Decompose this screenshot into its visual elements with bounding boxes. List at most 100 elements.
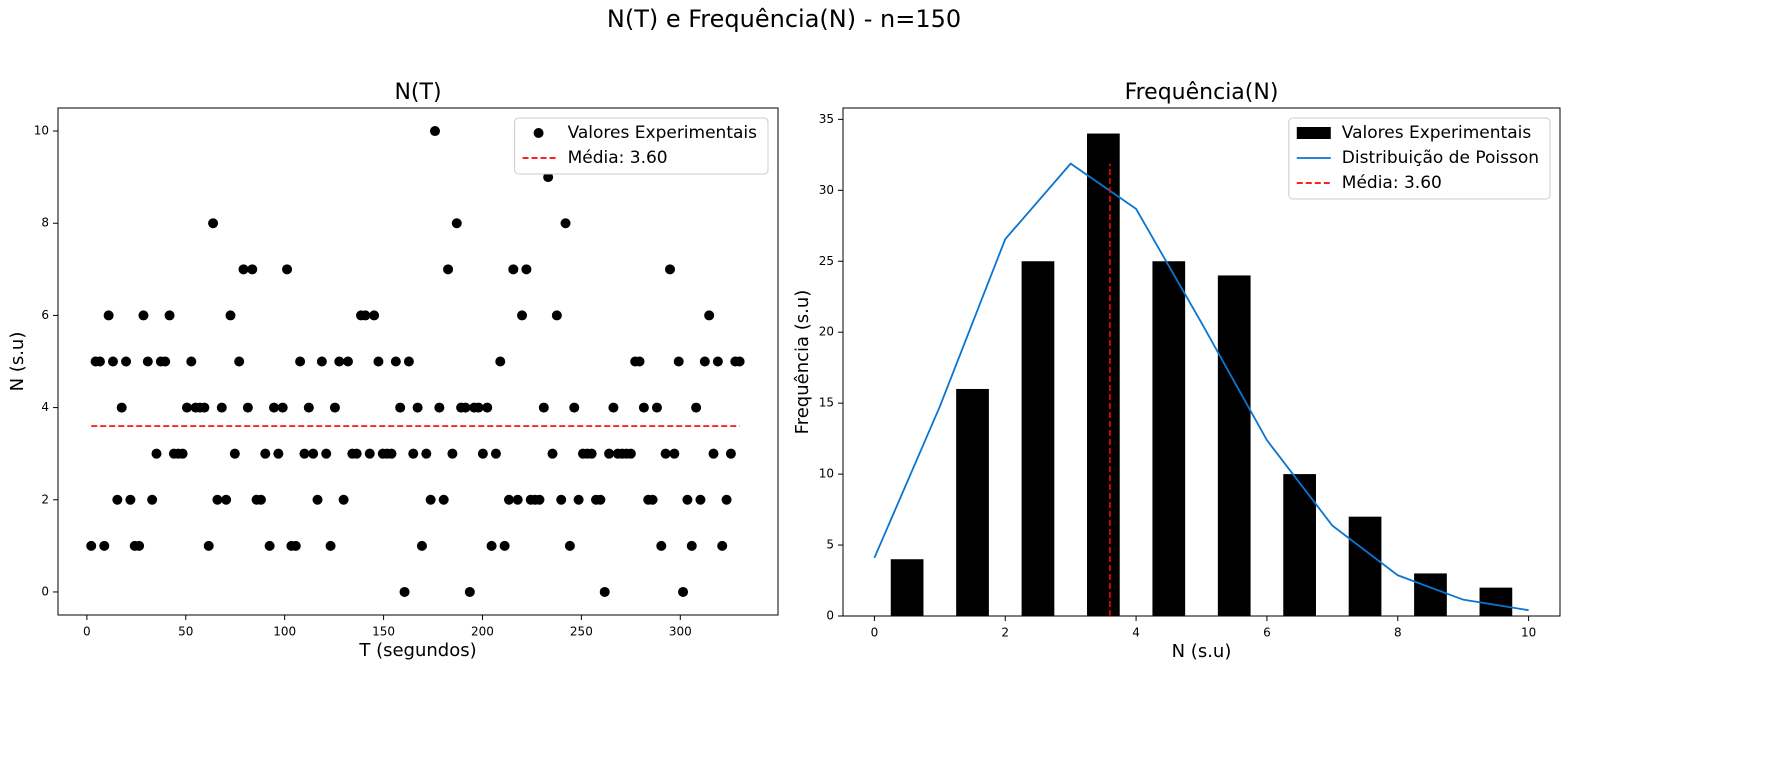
data-point [443, 264, 454, 275]
data-point [277, 402, 288, 413]
data-point [342, 356, 353, 367]
data-point [299, 448, 310, 459]
y-tick-label: 0 [41, 584, 49, 598]
data-point [325, 540, 336, 551]
data-point [107, 356, 118, 367]
x-tick-label: 0 [83, 625, 91, 639]
data-point [247, 264, 258, 275]
data-point [225, 310, 236, 321]
data-point [634, 356, 645, 367]
bar [1414, 573, 1447, 616]
x-tick-label: 0 [871, 626, 879, 640]
y-tick-label: 4 [41, 400, 49, 414]
x-tick-label: 150 [372, 625, 395, 639]
data-point [482, 402, 493, 413]
data-point [295, 356, 306, 367]
data-point [717, 540, 728, 551]
data-point [721, 494, 732, 505]
data-point [395, 402, 406, 413]
data-point [412, 402, 423, 413]
data-point [399, 586, 410, 597]
data-point [499, 540, 510, 551]
y-tick-label: 5 [826, 538, 834, 552]
data-point [160, 356, 171, 367]
x-tick-label: 10 [1521, 626, 1536, 640]
data-point [490, 448, 501, 459]
legend-box [1288, 117, 1551, 200]
data-point [329, 402, 340, 413]
data-point [103, 310, 114, 321]
x-tick-label: 8 [1394, 626, 1402, 640]
data-point [708, 448, 719, 459]
legend: Valores Experimentais Média: 3.60 [514, 117, 769, 175]
figure-title: N(T) e Frequência(N) - n=150 [607, 5, 961, 33]
x-tick-label: 100 [273, 625, 296, 639]
x-tick-label: 50 [178, 625, 193, 639]
legend-label: Valores Experimentais [568, 123, 758, 143]
x-tick-label: 4 [1132, 626, 1140, 640]
data-point [186, 356, 197, 367]
data-point [547, 448, 558, 459]
data-point [234, 356, 245, 367]
data-point [508, 264, 519, 275]
data-point [94, 356, 105, 367]
data-point [569, 402, 580, 413]
data-point [290, 540, 301, 551]
data-point [121, 356, 132, 367]
data-point [625, 448, 636, 459]
legend-label: Média: 3.60 [1342, 173, 1442, 193]
x-tick-label: 2 [1001, 626, 1009, 640]
data-point [338, 494, 349, 505]
chart-title: N(T) [394, 80, 441, 105]
data-point [734, 356, 745, 367]
data-point [208, 218, 219, 229]
data-point [573, 494, 584, 505]
data-point [725, 448, 736, 459]
data-point [112, 494, 123, 505]
data-point [316, 356, 327, 367]
data-point [712, 356, 723, 367]
poisson-line [873, 162, 1529, 612]
data-point [86, 540, 97, 551]
y-tick-label: 2 [41, 492, 49, 506]
data-point [99, 540, 110, 551]
data-point [177, 448, 188, 459]
data-point [564, 540, 575, 551]
x-axis-label: N (s.u) [1172, 641, 1232, 662]
data-point [134, 540, 145, 551]
data-point [403, 356, 414, 367]
data-point [521, 264, 532, 275]
y-tick-label: 35 [819, 112, 834, 126]
y-tick-label: 0 [826, 609, 834, 623]
legend-label: Distribuição de Poisson [1342, 148, 1539, 168]
data-point [665, 264, 675, 275]
bar [1152, 261, 1186, 616]
data-point [221, 494, 232, 505]
bar [1283, 474, 1316, 616]
y-axis-label: N (s.u) [7, 332, 28, 392]
x-tick-label: 6 [1263, 626, 1271, 640]
legend-marker [533, 128, 544, 138]
data-point [421, 448, 432, 459]
data-point [651, 402, 662, 413]
y-tick-label: 10 [819, 467, 834, 481]
data-point [682, 494, 693, 505]
data-point [699, 356, 710, 367]
data-point [242, 402, 253, 413]
data-point [321, 448, 332, 459]
data-point [282, 264, 293, 275]
y-tick-label: 30 [819, 183, 834, 197]
data-point [425, 494, 436, 505]
data-point [451, 218, 462, 229]
bar [890, 559, 924, 616]
plot-area [58, 108, 778, 615]
data-point [238, 264, 249, 275]
data-point [364, 448, 375, 459]
y-tick-label: 15 [819, 396, 834, 410]
legend-label: Média: 3.60 [568, 148, 668, 168]
data-point [686, 540, 697, 551]
data-point [477, 448, 488, 459]
data-point [486, 540, 497, 551]
data-point [212, 494, 223, 505]
